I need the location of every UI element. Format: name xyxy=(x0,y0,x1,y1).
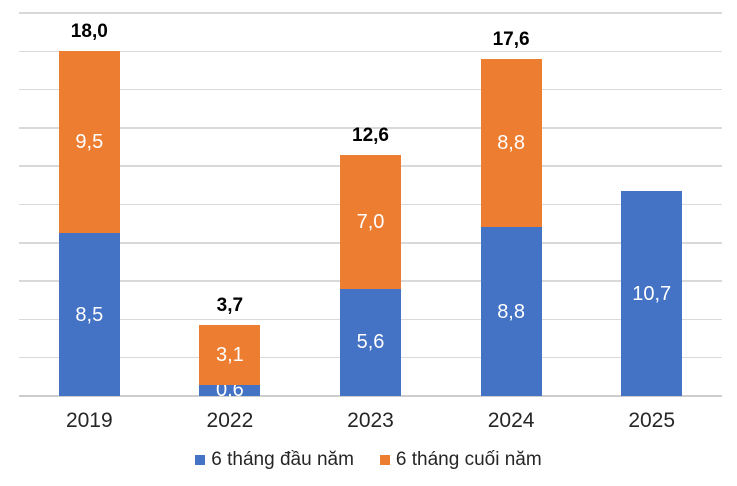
bar-segment-2022-series0 xyxy=(199,384,261,396)
bar-segment-2023-series0 xyxy=(340,288,401,396)
legend-swatch-orange-icon xyxy=(379,455,390,465)
bar-segment-2024-series1 xyxy=(480,58,542,228)
total-label-2023: 12,6 xyxy=(352,124,389,146)
legend-label-second-half: 6 tháng cuối năm xyxy=(395,449,542,470)
data-label-2023-series0: 5,6 xyxy=(356,331,385,354)
total-label-2022: 3,7 xyxy=(216,295,244,317)
legend: 6 tháng đầu năm 6 tháng cuối năm xyxy=(0,449,737,471)
legend-swatch-blue-icon xyxy=(195,455,206,465)
x-axis-label-2019: 2019 xyxy=(65,409,113,432)
data-label-2019-series1: 9,5 xyxy=(75,131,104,154)
legend-label-first-half: 6 tháng đầu năm xyxy=(211,449,354,470)
data-label-2024-series1: 8,8 xyxy=(497,132,525,155)
x-axis-line xyxy=(19,395,722,397)
data-label-2024-series0: 8,8 xyxy=(497,300,525,323)
bar-segment-2024-series0 xyxy=(480,227,542,396)
data-label-2025-series0: 10,7 xyxy=(632,282,672,305)
gridline xyxy=(19,12,722,14)
x-axis-label-2025: 2025 xyxy=(628,409,676,432)
data-label-2022-series0: 0,6 xyxy=(215,379,244,402)
total-label-2019: 18,0 xyxy=(70,21,108,43)
gridline xyxy=(19,127,722,129)
gridline xyxy=(19,50,722,53)
legend-item-second-half: 6 tháng cuối năm xyxy=(379,449,542,471)
bar-segment-2023-series1 xyxy=(340,154,401,289)
data-label-2022-series1: 3,1 xyxy=(215,343,244,366)
bar-segment-2019-series1 xyxy=(58,51,120,234)
bar-segment-2019-series0 xyxy=(58,233,120,396)
legend-item-first-half: 6 tháng đầu năm xyxy=(195,449,354,471)
bar-segment-2022-series1 xyxy=(199,325,261,385)
data-label-2019-series0: 8,5 xyxy=(75,303,104,326)
x-axis-label-2024: 2024 xyxy=(487,409,535,432)
gridline xyxy=(19,88,722,91)
x-axis-label-2023: 2023 xyxy=(347,409,394,432)
data-label-2023-series1: 7,0 xyxy=(356,210,385,233)
missing-value-dash xyxy=(650,186,660,190)
bar-segment-2025-series0 xyxy=(621,191,683,396)
total-label-2024: 17,6 xyxy=(492,28,530,50)
x-axis-label-2022: 2022 xyxy=(206,409,254,432)
